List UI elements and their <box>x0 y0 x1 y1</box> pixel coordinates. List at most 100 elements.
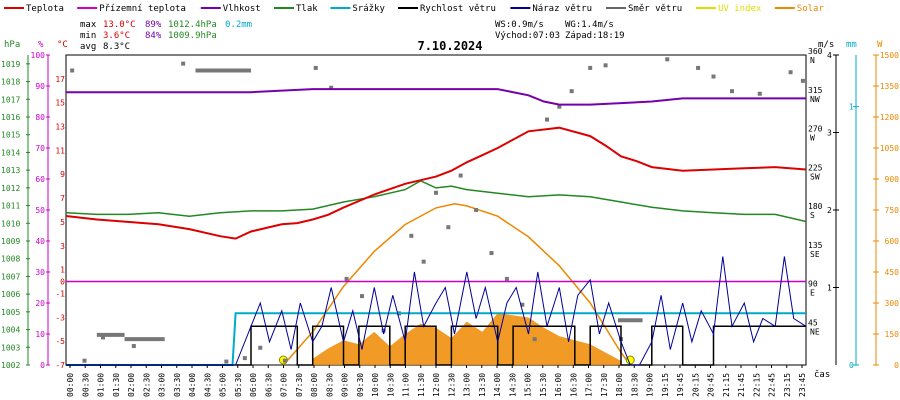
x-tick-6: 03:00 <box>158 373 167 397</box>
legend-label-9: Solar <box>797 4 825 14</box>
wind-dir-point-37 <box>800 78 805 83</box>
wind-direction-series <box>70 57 805 364</box>
ms-tick-3: 4 <box>827 51 832 60</box>
wind-dir-point-28 <box>588 65 593 70</box>
x-tick-24: 12:00 <box>432 373 441 397</box>
temp-tick-1: -5 <box>55 337 65 346</box>
hpa-tick-4: 1006 <box>1 290 20 299</box>
wind-dir-point-12 <box>360 294 364 299</box>
dir-name-tick-0: NE <box>810 327 820 336</box>
x-tick-28: 14:00 <box>493 373 502 397</box>
dir-deg-tick-2: 135 <box>808 241 823 250</box>
wind-dir-point-6 <box>242 356 247 361</box>
wind-dir-point-16 <box>421 259 426 264</box>
x-tick-22: 11:00 <box>402 373 411 397</box>
dir-name-tick-1: E <box>810 289 815 298</box>
wind-dir-point-21 <box>489 251 494 256</box>
w-tick-9: 1350 <box>880 82 899 91</box>
legend: Teplota Přízemní teplota Vlhkost Tlak Srážky… <box>4 4 824 14</box>
pct-tick-7: 70 <box>35 144 45 153</box>
hpa-tick-5: 1007 <box>1 272 20 281</box>
wind-dir-point-29 <box>603 63 608 68</box>
axis-unit-labels: hPa % °C m/s mm W čas <box>4 40 883 380</box>
stats-sunrise: Východ:07:03 <box>495 31 560 41</box>
stats-min-label: min <box>80 31 96 41</box>
stats-sunset: Západ:18:19 <box>565 31 625 41</box>
temp-tick-13: 17 <box>55 75 65 84</box>
solar-curve <box>282 203 631 366</box>
x-tick-42: 20:45 <box>707 373 716 397</box>
hpa-tick-3: 1005 <box>1 308 20 317</box>
dir-name-tick-7: N <box>810 56 815 65</box>
legend-label-0: Teplota <box>26 4 64 14</box>
temp-tick-2: -3 <box>55 313 65 322</box>
hpa-unit-label: hPa <box>4 40 20 50</box>
legend-label-7: Směr větru <box>628 4 682 14</box>
dir-deg-tick-7: 360 <box>808 47 823 56</box>
x-tick-32: 16:00 <box>554 373 563 397</box>
w-tick-7: 1050 <box>880 144 899 153</box>
x-tick-45: 22:15 <box>752 373 761 397</box>
plot-border <box>65 54 807 366</box>
w-tick-8: 1200 <box>880 113 899 122</box>
hpa-tick-2: 1004 <box>1 326 20 335</box>
x-tick-34: 17:00 <box>585 373 594 397</box>
hpa-tick-12: 1014 <box>1 148 20 157</box>
pct-tick-1: 10 <box>35 330 45 339</box>
x-tick-16: 08:00 <box>310 373 319 397</box>
hpa-tick-1: 1003 <box>1 343 20 352</box>
dir-name-tick-4: SW <box>810 172 820 181</box>
w-tick-3: 450 <box>885 268 900 277</box>
wind-dir-point-4 <box>181 61 186 66</box>
wind-dir-point-18 <box>446 225 451 230</box>
stats-press-max: 1012.4hPa <box>168 20 217 30</box>
stats-hum-min: 84% <box>145 31 162 41</box>
stats-block: max 13.0°C 89% 1012.4hPa 0.2mm min 3.6°C… <box>80 20 625 52</box>
pct-tick-9: 90 <box>35 82 45 91</box>
wind-dir-point-19 <box>458 173 463 178</box>
time-unit-label: čas <box>814 369 830 380</box>
wind-dir-point-22 <box>504 276 509 281</box>
x-tick-44: 21:45 <box>737 373 746 397</box>
wind-dir-point-24 <box>532 337 537 342</box>
solar-series <box>278 203 635 366</box>
pct-tick-3: 30 <box>35 268 45 277</box>
hpa-tick-8: 1010 <box>1 219 20 228</box>
ms-tick-0: 1 <box>827 284 832 293</box>
wind-dir-point-20 <box>474 208 479 212</box>
wind-dir-point-10 <box>329 85 334 90</box>
dir-deg-tick-6: 315 <box>808 86 823 95</box>
x-tick-33: 16:30 <box>569 373 578 397</box>
wind-dir-point-9 <box>313 65 318 70</box>
wind-dir-point-35 <box>757 91 762 96</box>
pct-tick-10: 100 <box>31 51 46 60</box>
stats-temp-max: 13.0°C <box>103 20 136 30</box>
stats-wind-gust: WG:1.4m/s <box>565 20 614 30</box>
pct-tick-0: 0 <box>40 361 45 370</box>
wind-dir-point-17 <box>434 190 438 195</box>
wind-dir-point-31 <box>665 57 670 62</box>
x-tick-3: 01:30 <box>112 373 121 397</box>
x-tick-10: 05:00 <box>219 373 228 397</box>
wind-dir-point-5 <box>224 359 229 364</box>
wind-speed-line <box>66 325 806 366</box>
x-tick-20: 10:00 <box>371 373 380 397</box>
x-tick-47: 23:15 <box>783 373 792 397</box>
humidity-line <box>66 88 806 106</box>
temp-tick-6: 3 <box>60 242 65 251</box>
ms-unit-label: m/s <box>818 40 834 50</box>
temp-tick-4: 0 <box>60 278 65 287</box>
x-tick-26: 13:00 <box>463 373 472 397</box>
x-tick-31: 15:30 <box>539 373 548 397</box>
wind-dir-point-13 <box>381 328 386 333</box>
w-tick-10: 1500 <box>880 51 899 60</box>
pressure-line <box>65 179 807 223</box>
dir-deg-tick-0: 45 <box>808 318 818 327</box>
stats-wind-speed: WS:0.9m/s <box>495 20 544 30</box>
hpa-tick-14: 1016 <box>1 113 20 122</box>
mm-unit-label: mm <box>846 40 857 50</box>
wind-dir-point-3 <box>131 344 136 349</box>
x-tick-2: 01:00 <box>97 373 106 397</box>
stats-temp-min: 3.6°C <box>103 31 130 41</box>
